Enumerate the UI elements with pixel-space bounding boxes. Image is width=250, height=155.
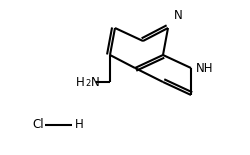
Text: 2: 2 [85,79,90,88]
Text: H: H [75,119,84,131]
Text: H: H [76,75,85,89]
Text: N: N [174,9,183,22]
Text: N: N [91,75,100,89]
Text: Cl: Cl [32,119,44,131]
Text: NH: NH [196,62,214,75]
